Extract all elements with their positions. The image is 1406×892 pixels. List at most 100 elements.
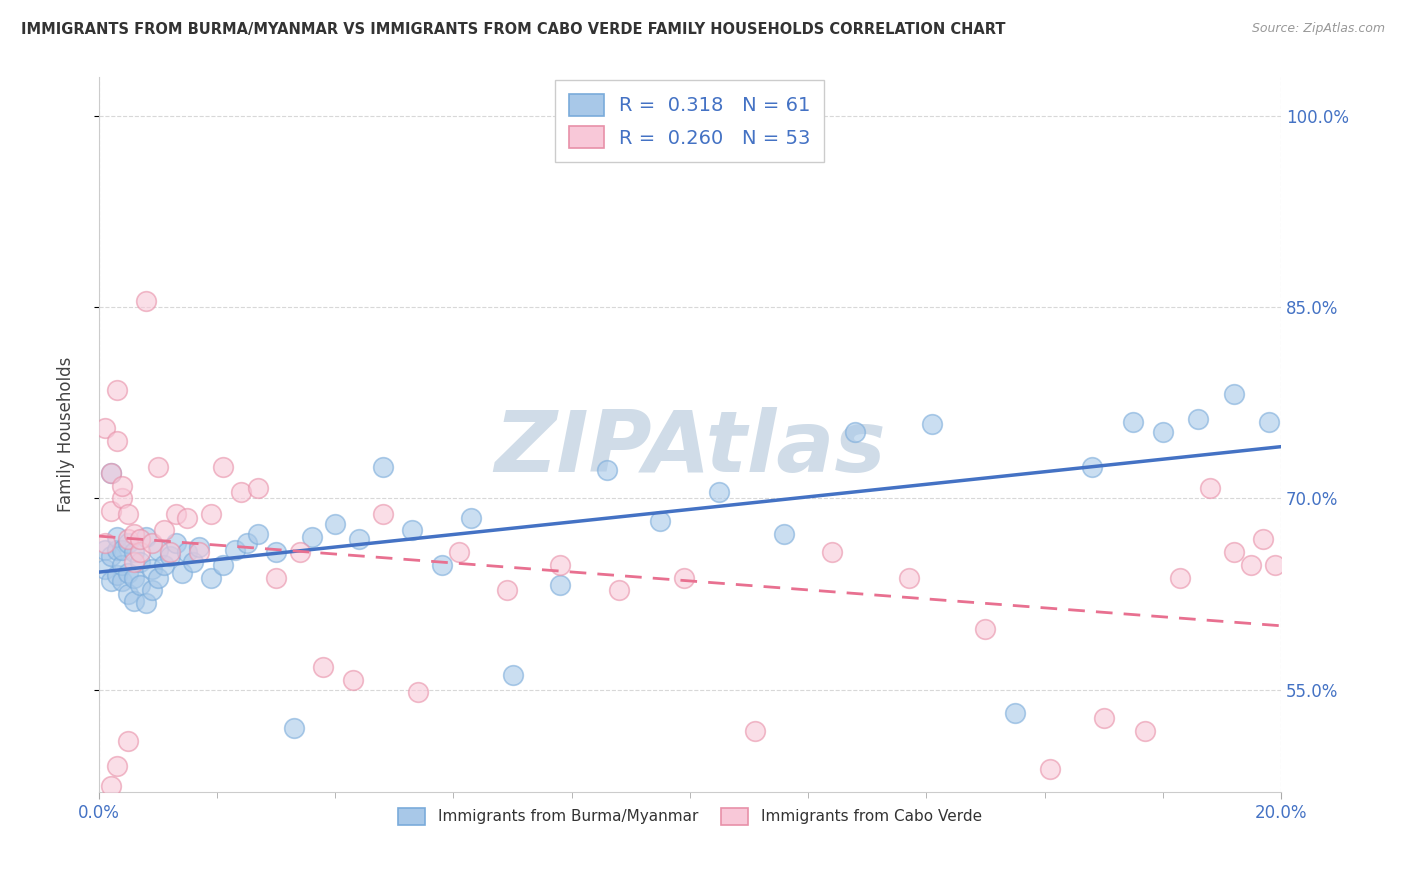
Point — [111, 542, 134, 557]
Y-axis label: Family Households: Family Households — [58, 357, 75, 512]
Point — [773, 527, 796, 541]
Point — [247, 527, 270, 541]
Point — [117, 507, 139, 521]
Point — [153, 524, 176, 538]
Point — [141, 583, 163, 598]
Point — [129, 578, 152, 592]
Point — [105, 759, 128, 773]
Point — [100, 466, 122, 480]
Point — [111, 574, 134, 589]
Point — [159, 549, 181, 563]
Point — [188, 545, 211, 559]
Point — [247, 481, 270, 495]
Point — [283, 721, 305, 735]
Point — [1258, 415, 1281, 429]
Point — [105, 434, 128, 448]
Point — [224, 542, 246, 557]
Point — [117, 734, 139, 748]
Point — [1199, 481, 1222, 495]
Point — [607, 583, 630, 598]
Point — [650, 515, 672, 529]
Point — [153, 558, 176, 572]
Point — [371, 459, 394, 474]
Point — [122, 545, 145, 559]
Legend: Immigrants from Burma/Myanmar, Immigrants from Cabo Verde: Immigrants from Burma/Myanmar, Immigrant… — [389, 798, 991, 834]
Point — [159, 545, 181, 559]
Point — [93, 562, 115, 576]
Point — [93, 421, 115, 435]
Point — [135, 530, 157, 544]
Point — [146, 542, 169, 557]
Point — [1039, 762, 1062, 776]
Point — [1222, 545, 1244, 559]
Point — [135, 596, 157, 610]
Point — [1187, 412, 1209, 426]
Point — [183, 555, 205, 569]
Text: IMMIGRANTS FROM BURMA/MYANMAR VS IMMIGRANTS FROM CABO VERDE FAMILY HOUSEHOLDS CO: IMMIGRANTS FROM BURMA/MYANMAR VS IMMIGRA… — [21, 22, 1005, 37]
Point — [430, 558, 453, 572]
Point — [1240, 558, 1263, 572]
Point — [117, 587, 139, 601]
Point — [111, 479, 134, 493]
Point — [93, 536, 115, 550]
Point — [100, 574, 122, 589]
Point — [1122, 415, 1144, 429]
Point — [117, 536, 139, 550]
Point — [301, 530, 323, 544]
Point — [100, 466, 122, 480]
Point — [111, 558, 134, 572]
Point — [897, 571, 920, 585]
Point — [93, 542, 115, 557]
Point — [129, 533, 152, 547]
Point — [176, 545, 198, 559]
Point — [111, 491, 134, 506]
Point — [1133, 723, 1156, 738]
Point — [188, 540, 211, 554]
Point — [1170, 571, 1192, 585]
Point — [176, 510, 198, 524]
Point — [165, 536, 187, 550]
Point — [449, 545, 471, 559]
Point — [672, 571, 695, 585]
Point — [548, 578, 571, 592]
Point — [347, 533, 370, 547]
Point — [122, 527, 145, 541]
Point — [212, 459, 235, 474]
Point — [821, 545, 844, 559]
Point — [105, 568, 128, 582]
Point — [264, 545, 287, 559]
Text: Source: ZipAtlas.com: Source: ZipAtlas.com — [1251, 22, 1385, 36]
Point — [141, 536, 163, 550]
Point — [100, 549, 122, 563]
Point — [844, 425, 866, 439]
Point — [1222, 387, 1244, 401]
Point — [165, 507, 187, 521]
Point — [342, 673, 364, 687]
Point — [170, 566, 193, 580]
Point — [974, 622, 997, 636]
Point — [323, 516, 346, 531]
Point — [122, 555, 145, 569]
Point — [100, 779, 122, 793]
Point — [235, 536, 257, 550]
Point — [1264, 558, 1286, 572]
Point — [401, 524, 423, 538]
Point — [495, 583, 517, 598]
Point — [117, 566, 139, 580]
Point — [229, 485, 252, 500]
Point — [596, 463, 619, 477]
Point — [105, 542, 128, 557]
Point — [744, 723, 766, 738]
Point — [548, 558, 571, 572]
Point — [1152, 425, 1174, 439]
Point — [1004, 706, 1026, 720]
Point — [212, 558, 235, 572]
Point — [921, 417, 943, 432]
Point — [200, 571, 222, 585]
Point — [122, 571, 145, 585]
Point — [105, 383, 128, 397]
Point — [312, 660, 335, 674]
Point — [100, 504, 122, 518]
Point — [1092, 711, 1115, 725]
Point — [709, 485, 731, 500]
